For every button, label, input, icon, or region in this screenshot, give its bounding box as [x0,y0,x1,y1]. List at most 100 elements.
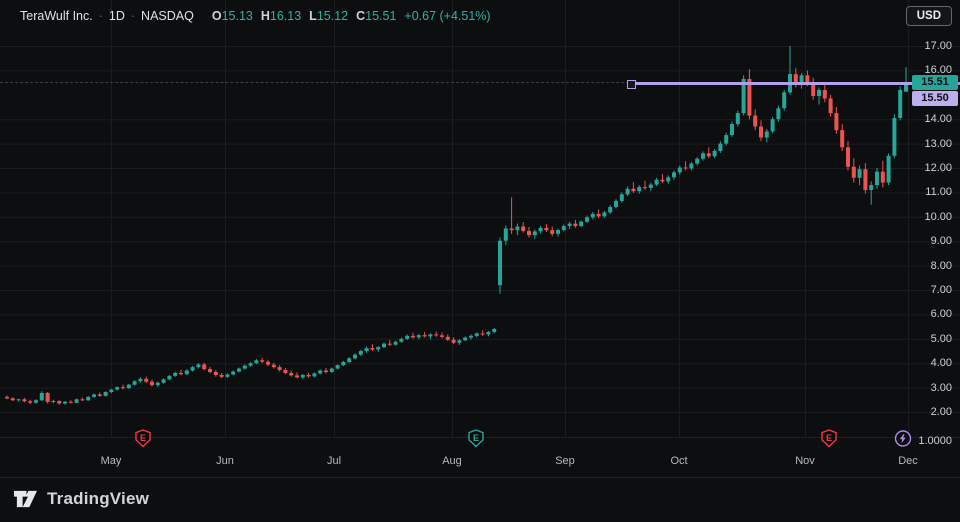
close-label: C [356,9,366,23]
candle-body [237,368,241,372]
candle-body [103,391,108,396]
candle-body [364,348,369,351]
candle-body [347,358,352,362]
candle-body [16,399,21,401]
candle-body [857,169,862,178]
month-label: May [100,455,122,467]
symbol-header: TeraWulf Inc. · 1D · NASDAQ O15.13 H16.13 L15.1… [20,9,491,23]
candle-body [695,158,700,164]
change-value: +0.67 (+4.51%) [404,9,491,23]
high-value: 16.13 [269,9,302,23]
last-price-line [0,82,960,83]
exchange-label: NASDAQ [141,9,194,23]
separator-dot: · [98,9,103,23]
candle-body [318,370,323,374]
ohlc-readout: O15.13 H16.13 L15.12 C15.51 +0.67 (+4.51%) [204,9,491,23]
price-tick-label: 3.00 [930,381,952,394]
candle-body [869,185,874,190]
candle-body [341,361,346,366]
month-label: Aug [442,455,462,467]
candle-body [834,113,839,131]
candle-body [880,171,885,183]
candle-body [28,401,33,403]
candle-body [74,399,79,403]
candle-body [219,374,224,377]
candle-body [637,187,642,192]
price-tick-label: 14.00 [924,113,952,126]
candle-body [92,394,96,397]
candle-body [596,213,601,217]
open-value: 15.13 [221,9,253,23]
candle-body [445,336,450,340]
high-label: H [260,9,270,23]
candlestick-plot[interactable] [0,0,960,437]
ray-drag-handle[interactable] [627,80,636,89]
candle-body [828,98,833,114]
candle-body [184,370,189,375]
interval-label[interactable]: 1D [108,9,125,23]
candle-body [886,155,891,183]
currency-button[interactable]: USD [905,6,952,26]
candle-body [329,368,334,372]
candle-body [567,223,572,227]
price-tick-label: 17.00 [924,40,952,52]
price-tick-label: 16.00 [924,64,952,77]
candle-body [358,351,363,355]
candle-body [416,335,421,338]
candle-body [312,373,317,377]
month-label: Dec [898,455,918,467]
candle-body [846,147,850,167]
candle-body [126,384,131,389]
price-axis[interactable]: 17.00 16.00 14.00 13.00 12.00 11.00 10.00 9.00 8… [900,0,960,447]
candle-body [190,367,195,371]
candle-body [208,369,212,372]
candle-body [283,370,288,373]
candle-body [602,212,607,217]
candle-body [335,365,340,369]
candle-body [782,92,787,109]
candle-body [115,387,120,390]
candle-body [22,399,27,402]
candle-body [422,335,427,337]
candle-body [370,348,375,350]
candle-body [753,115,758,127]
candle-body [486,331,491,335]
price-tick-label: 2.00 [930,406,952,418]
horizontal-ray-drawing[interactable] [630,82,960,85]
time-axis[interactable]: May Jun Jul Aug Sep Oct Nov Dec E E E [0,429,960,477]
candle-body [289,372,294,376]
candle-body [213,371,218,375]
candle-body [300,374,305,378]
candle-body [376,347,381,350]
candle-body [144,378,149,382]
plot-canvas [0,0,960,437]
candle-body [411,335,415,338]
time-axis-separator [0,437,960,438]
svg-text:E: E [826,433,832,443]
candle-body [121,387,125,389]
candle-body [689,163,694,169]
candle-body [712,150,717,157]
candle-body [271,364,276,368]
candle-body [805,75,810,83]
earnings-icon[interactable]: E [821,429,838,453]
symbol-name[interactable]: TeraWulf Inc. [20,9,93,23]
candle-body [579,221,584,227]
price-tick-label: 4.00 [930,357,952,370]
candle-body [701,153,705,159]
open-label: O [211,9,222,23]
earnings-icon[interactable]: E [468,429,485,453]
candle-body [677,167,682,173]
earnings-icon[interactable]: E [135,429,152,453]
tradingview-logo[interactable]: TradingView [12,488,149,510]
split-icon[interactable] [894,430,912,453]
candle-body [324,370,328,372]
candle-body [353,354,357,359]
candle-body [202,364,207,370]
candle-body [109,389,114,392]
candle-body [266,361,270,365]
candle-body [643,187,647,189]
price-tick-label: 7.00 [930,284,952,296]
candle-body [608,207,613,213]
